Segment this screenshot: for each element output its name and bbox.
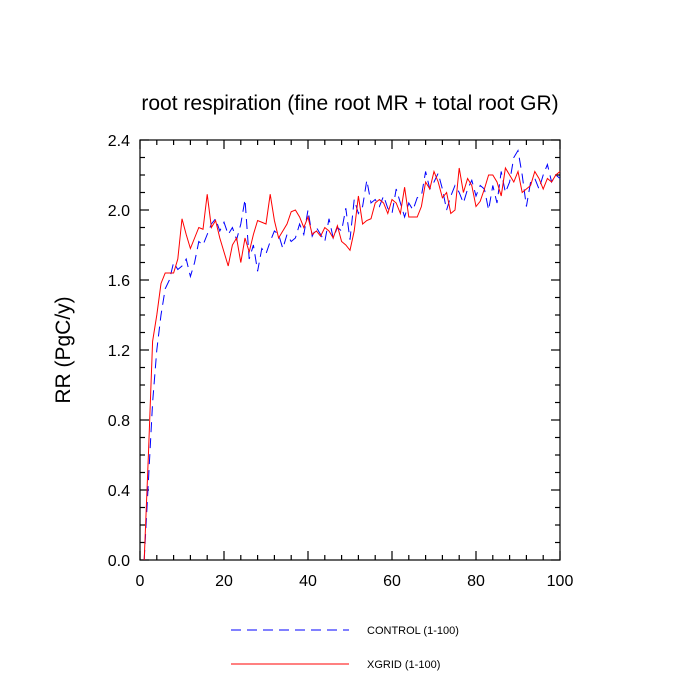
y-tick-label: 2.0 <box>108 203 130 220</box>
y-tick-label: 1.6 <box>108 273 130 290</box>
y-tick-label: 0.4 <box>108 483 130 500</box>
x-tick-label: 40 <box>299 573 317 590</box>
series-lines <box>143 149 561 561</box>
legend-label: CONTROL (1-100) <box>367 625 459 637</box>
y-tick-label: 0.8 <box>108 413 130 430</box>
y-axis-title: RR (PgC/y) <box>52 296 75 403</box>
y-tick-label: 1.2 <box>108 343 130 360</box>
x-tick-label: 0 <box>136 573 145 590</box>
x-tick-label: 80 <box>467 573 485 590</box>
axis-ticks <box>139 139 561 561</box>
legend: CONTROL (1-100) XGRID (1-100) <box>231 625 459 671</box>
x-tick-label: 60 <box>383 573 401 590</box>
legend-label: XGRID (1-100) <box>367 659 440 671</box>
tick-labels: 0 20 40 60 80 100 0.0 0.4 0.8 1.2 1.6 2.0 2.4 <box>108 133 574 590</box>
y-tick-label: 0.0 <box>108 553 130 570</box>
series-line-xgrid <box>143 166 561 561</box>
y-tick-label: 2.4 <box>108 133 130 150</box>
chart-title: root respiration (fine root MR + total r… <box>141 92 558 115</box>
x-tick-label: 100 <box>547 573 574 590</box>
x-tick-label: 20 <box>215 573 233 590</box>
series-line-control <box>143 149 561 561</box>
